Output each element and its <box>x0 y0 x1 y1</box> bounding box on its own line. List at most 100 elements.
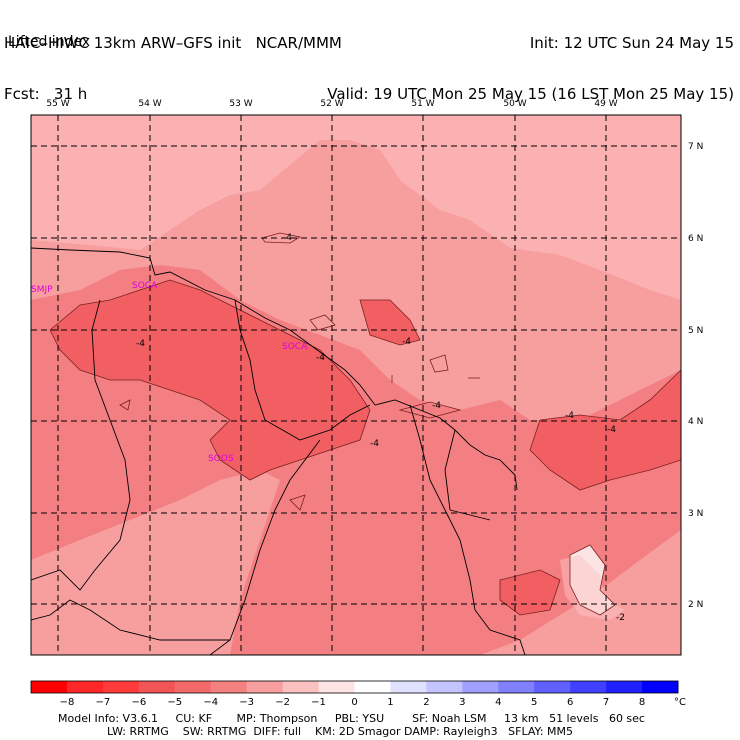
header-left: HAIC–HIWC 13km ARW–GFS init NCAR/MMM Fcs… <box>4 1 342 120</box>
colorbar-tick-label: −2 <box>275 697 290 708</box>
coastline <box>31 247 518 491</box>
contour-line <box>398 401 462 419</box>
colorbar-tick-label: 2 <box>423 697 429 708</box>
colorbar-swatch <box>246 681 284 693</box>
lon-label: 51 W <box>411 99 434 109</box>
contour-label: -4 <box>370 439 379 449</box>
contour-lines <box>49 232 681 616</box>
colorbar-tick-label: 6 <box>567 697 573 708</box>
band-minus-2-north <box>31 115 681 300</box>
band-minus-5-northeast <box>360 300 420 345</box>
border-south <box>444 429 491 521</box>
contour-label: -2 <box>616 613 625 623</box>
lon-label: 52 W <box>320 99 343 109</box>
colorbar-tick-label: 8 <box>639 697 645 708</box>
border-east <box>409 404 526 655</box>
station-label: SMJP <box>31 285 53 295</box>
lifted-index-fill <box>31 115 681 655</box>
graticule <box>31 115 681 655</box>
forecast-hour: Fcst: 31 h <box>4 85 88 103</box>
lat-label: 2 N <box>688 600 703 610</box>
colorbar-swatches <box>31 681 679 693</box>
contour-labels: -4 -4 -4 -4 -4 -4 -4 -4 -2 <box>136 233 625 623</box>
init-time: Init: 12 UTC Sun 24 May 15 <box>529 34 734 52</box>
colorbar-unit: °C <box>674 697 686 708</box>
footer-line-1: Model Info: V3.6.1 CU: KF MP: Thompson P… <box>58 712 645 725</box>
colorbar-swatch <box>318 681 355 693</box>
longitude-labels: 55 W 54 W 53 W 52 W 51 W 50 W 49 W <box>46 99 617 109</box>
contour-label: -4 <box>432 401 441 411</box>
contour-line <box>569 544 616 616</box>
model-title: HAIC–HIWC 13km ARW–GFS init NCAR/MMM <box>4 34 342 52</box>
map-frame <box>30 114 682 656</box>
colorbar-tick-label: −1 <box>311 697 326 708</box>
lon-label: 55 W <box>46 99 69 109</box>
border-middle <box>209 299 371 655</box>
lat-label: 6 N <box>688 234 703 244</box>
colorbar-swatch <box>31 681 68 693</box>
station-label: SOOS <box>208 454 234 464</box>
colorbar-swatch <box>66 681 104 693</box>
coastline-borders <box>31 247 526 655</box>
station-labels: SMJP SOCA SOCA SOOS <box>31 281 308 464</box>
colorbar-tick-label: −6 <box>131 697 146 708</box>
contour-label: -4 <box>136 339 145 349</box>
lon-label: 53 W <box>229 99 252 109</box>
contour-line <box>289 494 306 511</box>
field-name: Lifted index <box>8 34 91 50</box>
latitude-labels: 7 N 6 N 5 N 4 N 3 N 2 N <box>688 142 703 610</box>
colorbar: −8 −7 −6 −5 −4 −3 −2 −1 0 1 2 3 4 5 6 7 8 °C <box>30 680 686 708</box>
contour-label: -4 <box>402 337 411 347</box>
colorbar-swatch <box>390 681 427 693</box>
lon-label: 50 W <box>503 99 526 109</box>
station-label: SOCA <box>132 281 158 291</box>
contour-label: -4 <box>565 411 574 421</box>
colorbar-frame <box>30 680 679 694</box>
border-left <box>31 299 131 591</box>
contour-line <box>119 399 131 411</box>
colorbar-swatch <box>642 681 679 693</box>
contour-label: -4 <box>283 233 292 243</box>
contour-line <box>49 279 371 481</box>
colorbar-tick-label: −7 <box>96 697 111 708</box>
colorbar-tick-label: −8 <box>60 697 75 708</box>
colorbar-swatch <box>138 681 176 693</box>
colorbar-tick-label: −5 <box>167 697 182 708</box>
contour-line <box>309 314 336 331</box>
border-southwest <box>31 599 230 641</box>
colorbar-ticks: −8 −7 −6 −5 −4 −3 −2 −1 0 1 2 3 4 5 6 7 8 <box>60 697 646 708</box>
colorbar-swatch <box>174 681 212 693</box>
valid-time: Valid: 19 UTC Mon 25 May 15 (16 LST Mon … <box>327 85 734 103</box>
colorbar-swatch <box>570 681 607 693</box>
colorbar-tick-label: 7 <box>603 697 609 708</box>
lon-label: 49 W <box>594 99 617 109</box>
colorbar-swatch <box>426 681 463 693</box>
band-minus-5-core <box>50 280 370 480</box>
colorbar-swatch <box>462 681 499 693</box>
lat-label: 7 N <box>688 142 703 152</box>
contour-label: -4 <box>607 425 616 435</box>
colorbar-swatch <box>210 681 248 693</box>
header-right: Init: 12 UTC Sun 24 May 15 Valid: 19 UTC… <box>327 1 734 120</box>
lat-label: 3 N <box>688 509 703 519</box>
contour-line <box>499 569 561 616</box>
colorbar-swatch <box>282 681 320 693</box>
colorbar-tick-label: 1 <box>387 697 393 708</box>
lat-label: 5 N <box>688 326 703 336</box>
contour-line <box>429 354 449 373</box>
contour-line <box>529 369 681 491</box>
station-label: SOCA <box>282 342 308 352</box>
colorbar-tick-label: 3 <box>459 697 465 708</box>
colorbar-tick-label: 5 <box>531 697 537 708</box>
contour-line <box>261 232 302 244</box>
colorbar-swatch <box>354 681 391 693</box>
colorbar-tick-label: −4 <box>203 697 218 708</box>
colorbar-swatch <box>102 681 140 693</box>
lon-label: 54 W <box>138 99 161 109</box>
colorbar-tick-label: 0 <box>351 697 357 708</box>
contour-line <box>359 299 421 346</box>
contour-label: -4 <box>316 353 325 363</box>
footer-line-2: LW: RRTMG SW: RRTMG DIFF: full KM: 2D Sm… <box>58 725 573 738</box>
colorbar-swatch <box>534 681 571 693</box>
